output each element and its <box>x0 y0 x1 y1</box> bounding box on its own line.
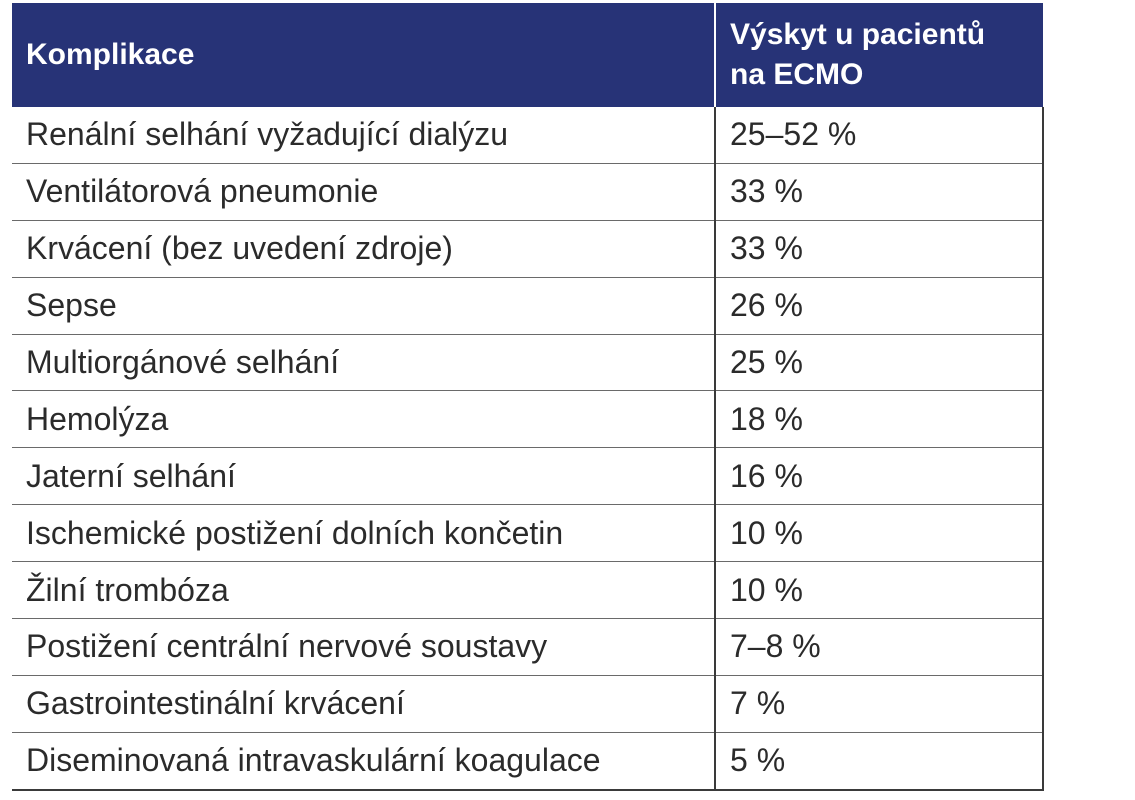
table-row: Ventilátorová pneumonie 33 % <box>12 163 1044 221</box>
table-row: Diseminovaná intravaskulární koagulace 5… <box>12 732 1044 791</box>
table-row: Žilní trombóza 10 % <box>12 561 1044 620</box>
complication-cell: Multiorgánové selhání <box>12 334 716 392</box>
header-row: Komplikace Výskyt u pacientů na ECMO <box>12 3 1043 107</box>
table-row: Multiorgánové selhání 25 % <box>12 334 1044 392</box>
incidence-cell: 7–8 % <box>714 618 1044 676</box>
incidence-cell: 10 % <box>714 561 1044 620</box>
complications-table: Komplikace Výskyt u pacientů na ECMO Ren… <box>12 3 1044 791</box>
table-row: Postižení centrální nervové soustavy 7–8… <box>12 618 1044 676</box>
incidence-cell: 25 % <box>714 334 1044 392</box>
incidence-cell: 5 % <box>714 732 1044 791</box>
table-row: Ischemické postižení dolních končetin 10… <box>12 504 1044 563</box>
table-row: Hemolýza 18 % <box>12 390 1044 449</box>
incidence-cell: 33 % <box>714 220 1044 278</box>
incidence-cell: 26 % <box>714 277 1044 335</box>
incidence-cell: 18 % <box>714 390 1044 449</box>
table-row: Jaterní selhání 16 % <box>12 447 1044 506</box>
complication-cell: Krvácení (bez uvedení zdroje) <box>12 220 716 278</box>
complication-cell: Sepse <box>12 277 716 335</box>
complication-cell: Diseminovaná intravaskulární koagulace <box>12 732 716 791</box>
header-incidence: Výskyt u pacientů na ECMO <box>715 3 1043 107</box>
header-incidence-line-2: na ECMO <box>730 58 864 91</box>
table-row: Renální selhání vyžadující dialýzu 25–52… <box>12 107 1044 164</box>
complication-cell: Hemolýza <box>12 390 716 449</box>
complication-cell: Žilní trombóza <box>12 561 716 620</box>
complication-cell: Ventilátorová pneumonie <box>12 163 716 221</box>
table-row: Krvácení (bez uvedení zdroje) 33 % <box>12 220 1044 278</box>
table-body: Renální selhání vyžadující dialýzu 25–52… <box>12 107 1044 791</box>
complications-table-container: Komplikace Výskyt u pacientů na ECMO Ren… <box>12 3 1044 791</box>
incidence-cell: 7 % <box>714 675 1044 733</box>
incidence-cell: 10 % <box>714 504 1044 563</box>
complication-cell: Renální selhání vyžadující dialýzu <box>12 107 716 164</box>
complication-cell: Jaterní selhání <box>12 447 716 506</box>
header-complication: Komplikace <box>12 3 716 107</box>
complication-cell: Postižení centrální nervové soustavy <box>12 618 716 676</box>
incidence-cell: 16 % <box>714 447 1044 506</box>
incidence-cell: 25–52 % <box>714 107 1044 164</box>
incidence-cell: 33 % <box>714 163 1044 221</box>
table-row: Gastrointestinální krvácení 7 % <box>12 675 1044 733</box>
header-incidence-line-1: Výskyt u pacientů <box>730 18 986 51</box>
table-header: Komplikace Výskyt u pacientů na ECMO <box>12 3 1043 107</box>
complication-cell: Gastrointestinální krvácení <box>12 675 716 733</box>
complication-cell: Ischemické postižení dolních končetin <box>12 504 716 563</box>
table-row: Sepse 26 % <box>12 277 1044 335</box>
